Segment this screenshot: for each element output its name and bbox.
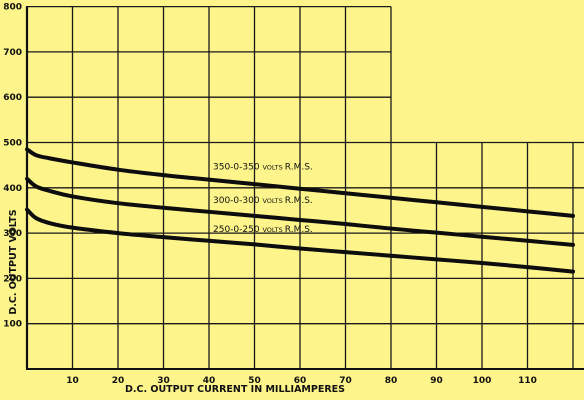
series-line-0: [25, 147, 575, 218]
grid: [25, 5, 584, 370]
x-tick-label: 40: [203, 376, 216, 386]
y-tick-label: 300: [3, 229, 22, 239]
y-tick-label: 700: [3, 48, 22, 58]
series-label-0: 350-0-350 VOLTS R.M.S.: [213, 163, 313, 173]
y-tick-label: 800: [3, 3, 22, 13]
series-labels: 350-0-350 VOLTS R.M.S. 300-0-300 VOLTS R.…: [213, 163, 313, 235]
x-tick-label: 110: [518, 376, 537, 386]
series: [25, 147, 575, 274]
y-tick-label: 400: [3, 184, 22, 194]
y-tick-label: 600: [3, 93, 22, 103]
x-tick-label: 80: [385, 376, 398, 386]
series-line-1: [25, 176, 575, 247]
series-line-2: [25, 207, 575, 274]
y-tick-label: 100: [3, 320, 22, 330]
x-tick-label: 100: [473, 376, 492, 386]
x-tick-label: 90: [430, 376, 443, 386]
x-tick-label: 20: [112, 376, 125, 386]
x-tick-label: 10: [66, 376, 79, 386]
series-label-2: 250-0-250 VOLTS R.M.S.: [213, 225, 313, 235]
y-axis-label: D.C. OUTPUT VOLTS: [8, 209, 19, 314]
x-tick-label: 70: [339, 376, 352, 386]
y-tick-label: 200: [3, 274, 22, 284]
x-axis-label: D.C. OUTPUT CURRENT IN MILLIAMPERES: [125, 384, 345, 395]
tick-labels: 100 200 300 400 500 600 700 800 10 20 30 40 50 60 70 80…: [3, 3, 537, 386]
y-tick-label: 500: [3, 139, 22, 149]
x-tick-label: 50: [248, 376, 261, 386]
series-label-1: 300-0-300 VOLTS R.M.S.: [213, 196, 313, 206]
x-tick-label: 30: [157, 376, 170, 386]
x-tick-label: 60: [294, 376, 307, 386]
